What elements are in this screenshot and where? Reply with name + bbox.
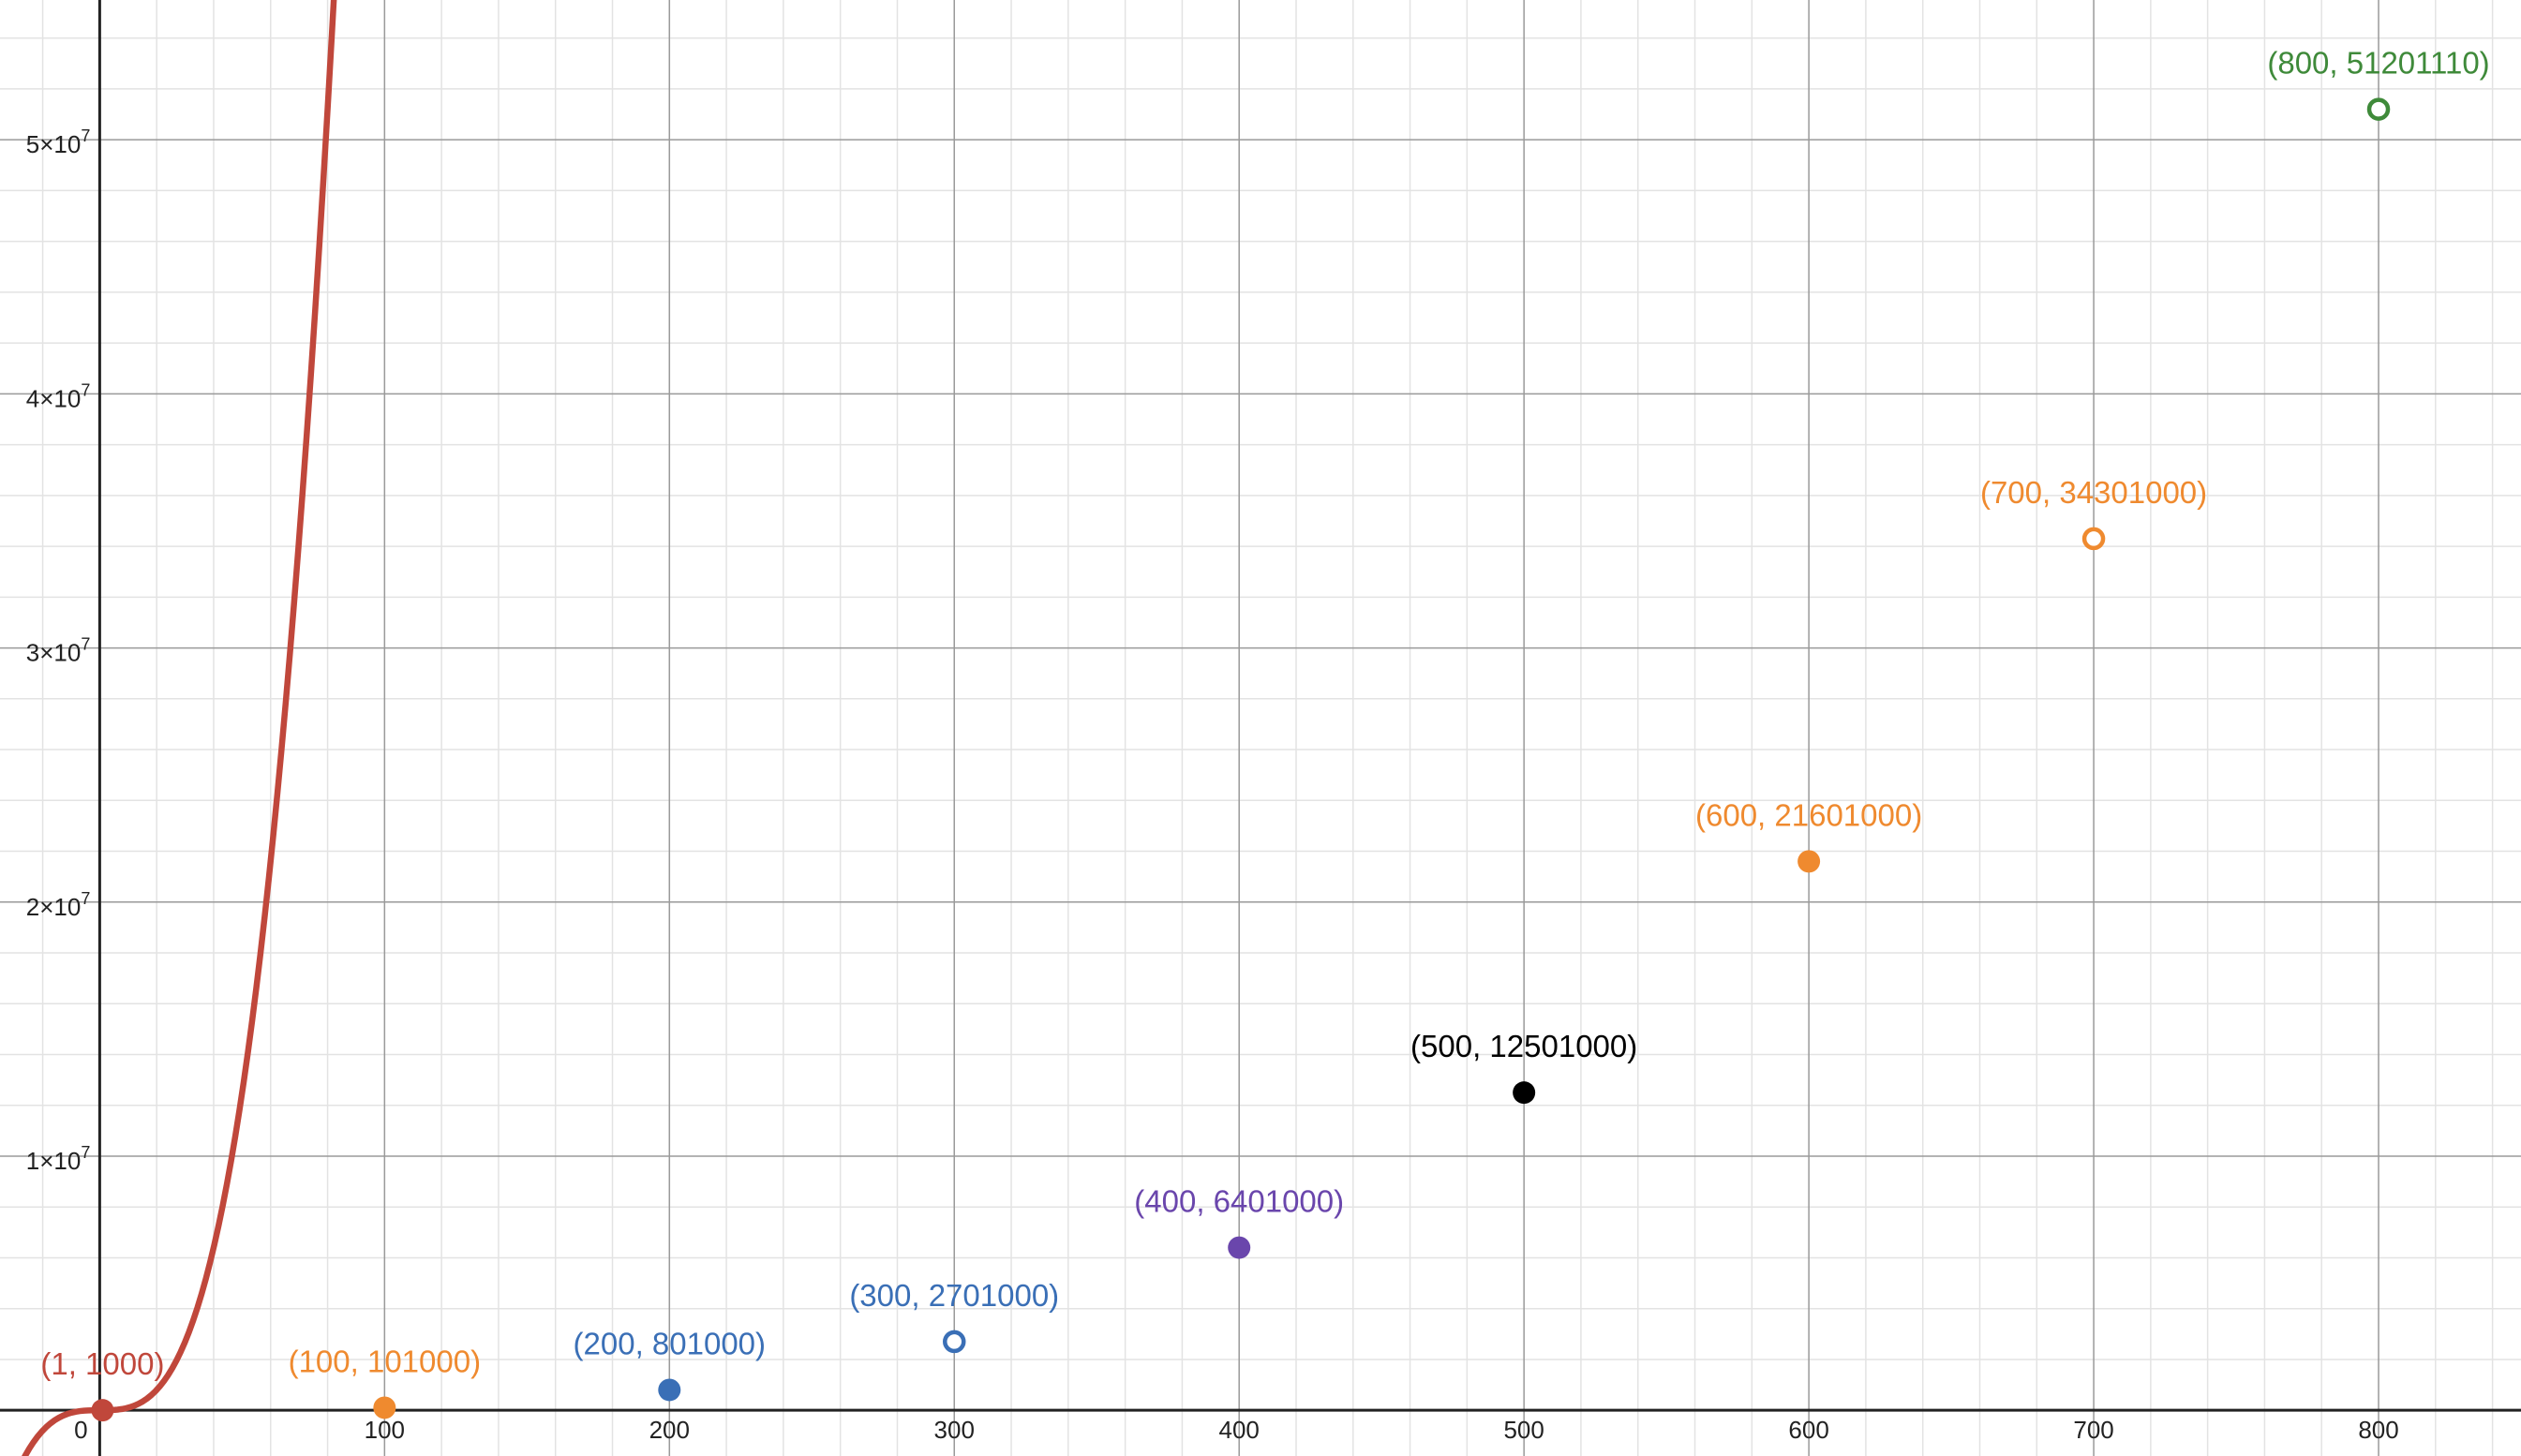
data-point[interactable] xyxy=(1228,1236,1251,1259)
y-tick-label: 3×107 xyxy=(26,635,91,667)
x-tick-label: 600 xyxy=(1788,1416,1828,1444)
point-label: (400, 6401000) xyxy=(1134,1184,1344,1219)
data-point[interactable] xyxy=(91,1399,114,1422)
x-tick-label: 700 xyxy=(2073,1416,2113,1444)
point-label: (1, 1000) xyxy=(40,1346,164,1381)
y-tick-label: 2×107 xyxy=(26,889,91,921)
y-tick-label: 1×107 xyxy=(26,1143,91,1175)
data-point[interactable] xyxy=(1513,1081,1536,1105)
point-label: (700, 34301000) xyxy=(1980,475,2207,510)
data-point-open[interactable] xyxy=(942,1330,966,1354)
data-point[interactable] xyxy=(1798,850,1821,873)
point-label: (600, 21601000) xyxy=(1695,797,1922,832)
y-axis-tick-labels: 1×107 2×107 3×107 4×107 5×107 xyxy=(26,126,91,1175)
data-point-open[interactable] xyxy=(2081,527,2106,551)
x-axis-tick-labels: 0 100 200 300 400 500 600 700 800 xyxy=(74,1416,2399,1444)
x-tick-label: 0 xyxy=(74,1416,87,1444)
point-label: (800, 51201110) xyxy=(2267,46,2489,81)
point-labels: (1, 1000) (100, 101000) (200, 801000) (300,… xyxy=(40,46,2489,1382)
data-point[interactable] xyxy=(658,1378,681,1402)
point-label: (100, 101000) xyxy=(289,1344,482,1378)
x-tick-label: 200 xyxy=(649,1416,690,1444)
x-tick-label: 300 xyxy=(934,1416,975,1444)
x-tick-label: 400 xyxy=(1219,1416,1260,1444)
y-tick-label: 5×107 xyxy=(26,126,91,158)
point-label: (500, 12501000) xyxy=(1410,1029,1637,1063)
point-label: (200, 801000) xyxy=(574,1326,767,1360)
data-points[interactable] xyxy=(91,97,2391,1422)
x-tick-label: 500 xyxy=(1503,1416,1544,1444)
y-tick-label: 4×107 xyxy=(26,380,91,412)
x-tick-label: 100 xyxy=(365,1416,405,1444)
data-point-open[interactable] xyxy=(2366,97,2391,121)
point-label: (300, 2701000) xyxy=(849,1278,1059,1313)
x-tick-label: 800 xyxy=(2358,1416,2398,1444)
data-point[interactable] xyxy=(373,1396,396,1419)
